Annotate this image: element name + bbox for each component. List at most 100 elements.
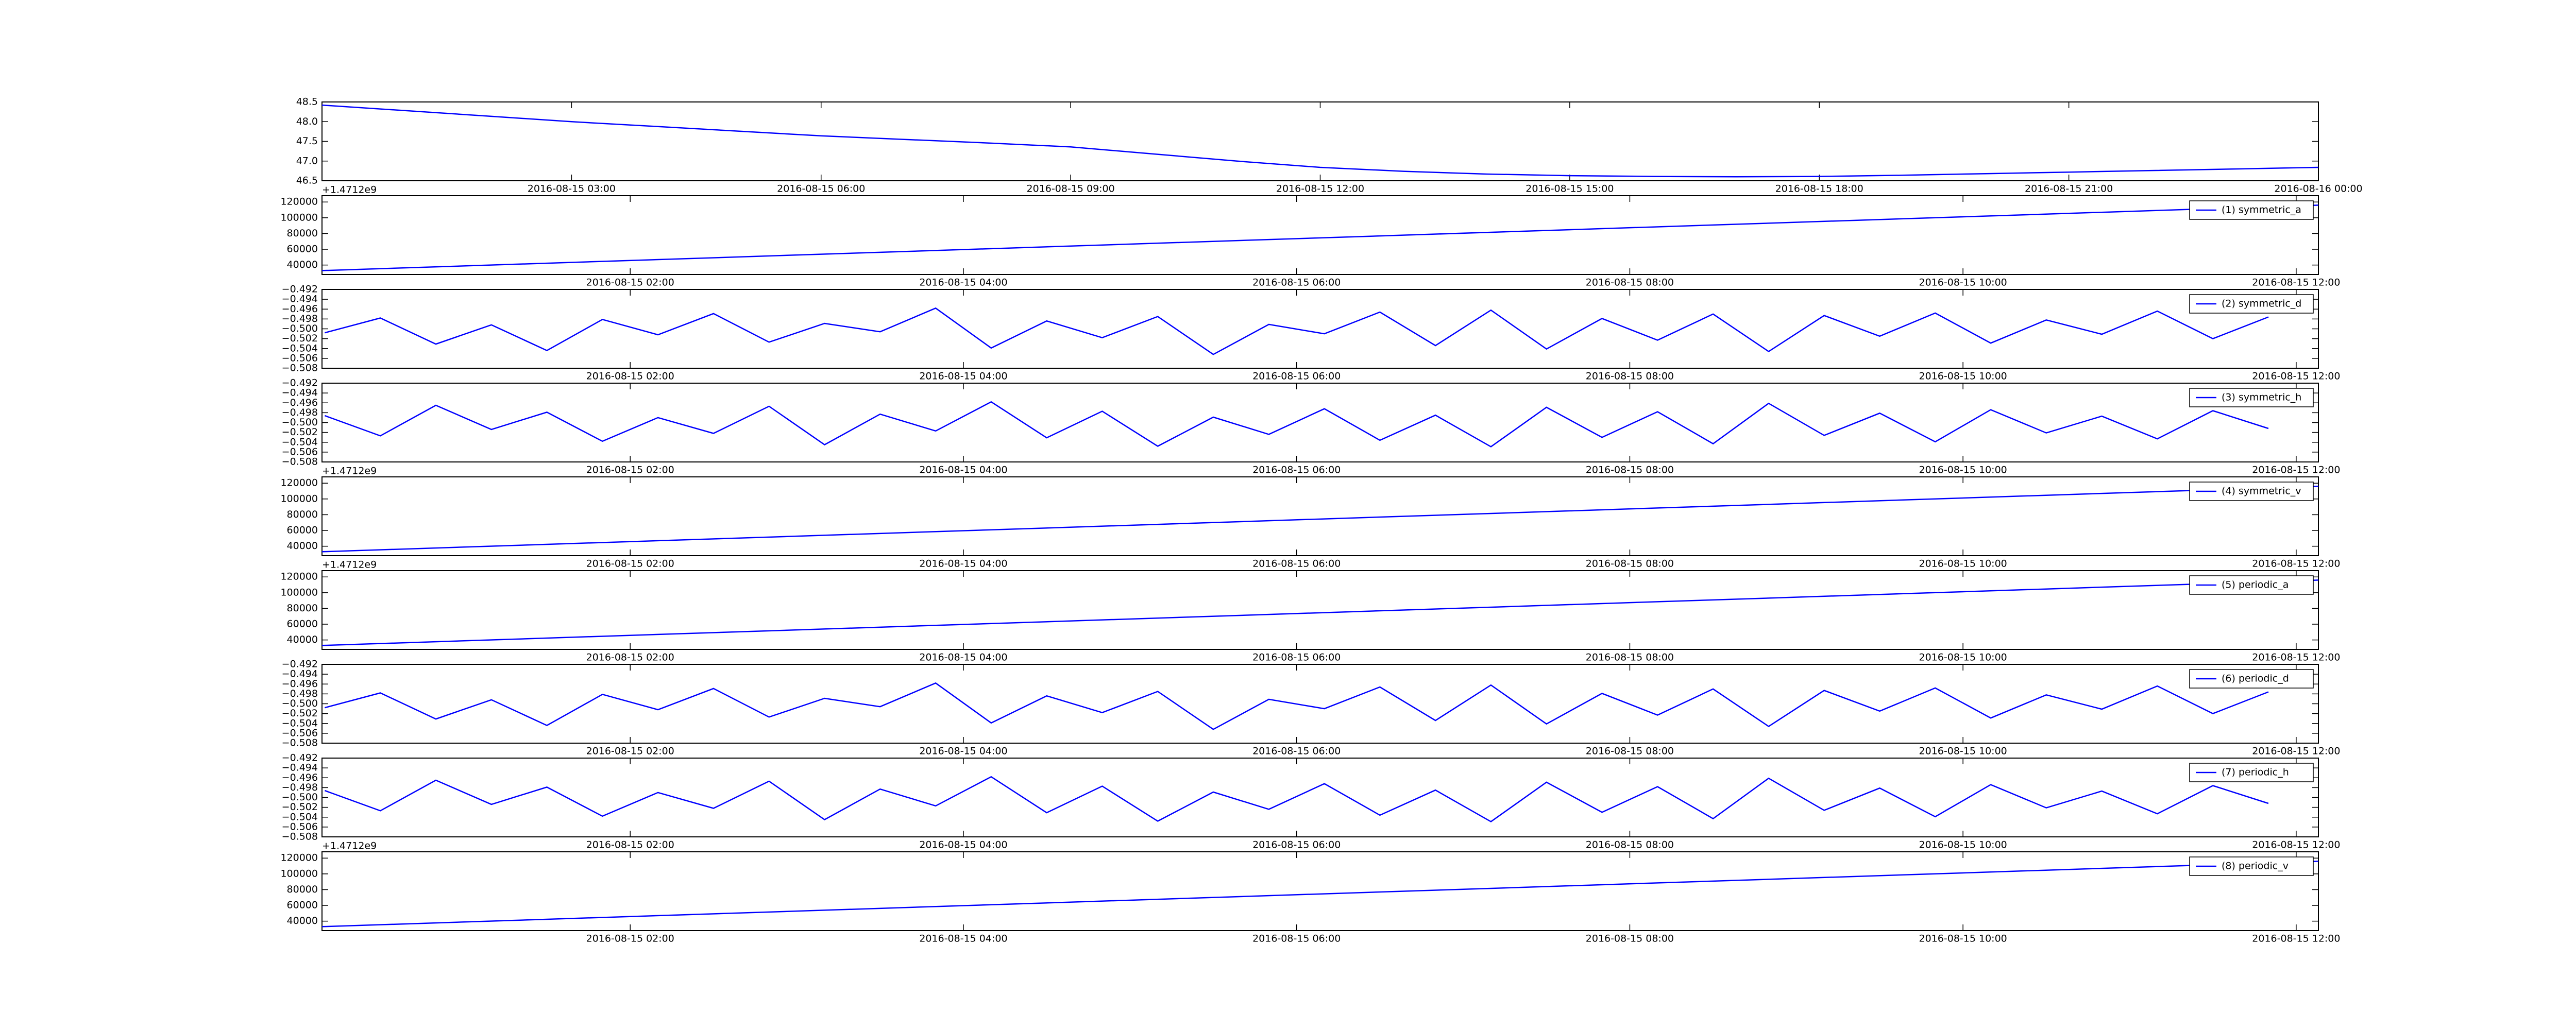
series-line — [321, 861, 2319, 928]
y-tick-label: −0.496 — [282, 678, 318, 690]
y-tick-label: −0.498 — [282, 782, 318, 793]
x-tick-label: 2016-08-15 12:00 — [2252, 465, 2340, 476]
offset-text: +1.4712e9 — [322, 840, 377, 852]
y-tick-label: 100000 — [280, 587, 318, 598]
x-tick-label: 2016-08-15 15:00 — [1526, 183, 1614, 195]
x-tick-label: 2016-08-15 04:00 — [919, 371, 1007, 382]
x-tick-label: 2016-08-15 04:00 — [919, 558, 1007, 570]
x-tick-label: 2016-08-15 08:00 — [1586, 558, 1674, 570]
x-tick-label: 2016-08-15 10:00 — [1919, 277, 2007, 288]
x-tick-label: 2016-08-15 02:00 — [586, 746, 674, 757]
x-tick-label: 2016-08-15 12:00 — [2252, 933, 2340, 945]
x-tick-label: 2016-08-15 08:00 — [1586, 465, 1674, 476]
y-tick-label: 47.0 — [296, 155, 318, 166]
y-tick-label: −0.496 — [282, 772, 318, 783]
legend-label: (1) symmetric_a — [2222, 204, 2301, 216]
legend-label: (8) periodic_v — [2222, 861, 2289, 872]
y-tick-label: 40000 — [287, 915, 318, 926]
legend-label: (4) symmetric_v — [2222, 486, 2301, 497]
series-line — [324, 776, 2269, 822]
x-tick-label: 2016-08-15 03:00 — [528, 183, 616, 195]
y-tick-label: 60000 — [287, 619, 318, 630]
x-tick-label: 2016-08-15 02:00 — [586, 371, 674, 382]
y-tick-label: −0.494 — [282, 294, 318, 305]
y-tick-label: 46.5 — [296, 175, 318, 186]
x-tick-label: 2016-08-15 12:00 — [2252, 839, 2340, 851]
x-tick-label: 2016-08-15 08:00 — [1586, 277, 1674, 288]
y-tick-label: −0.508 — [282, 456, 318, 468]
y-tick-label: 100000 — [280, 212, 318, 223]
axes-frame — [321, 570, 2319, 650]
y-tick-label: −0.502 — [282, 333, 318, 344]
x-tick-label: 2016-08-15 18:00 — [1775, 183, 1863, 195]
y-tick-label: 80000 — [287, 603, 318, 614]
axes-frame — [321, 195, 2319, 275]
y-tick-label: 60000 — [287, 244, 318, 255]
y-tick-label: 80000 — [287, 228, 318, 239]
x-tick-label: 2016-08-15 02:00 — [586, 652, 674, 663]
y-tick-label: −0.504 — [282, 436, 318, 448]
legend-label: (6) periodic_d — [2222, 673, 2289, 684]
x-tick-label: 2016-08-15 02:00 — [586, 839, 674, 851]
x-tick-label: 2016-08-15 04:00 — [919, 839, 1007, 851]
x-tick-label: 2016-08-15 06:00 — [1252, 746, 1341, 757]
y-tick-label: −0.498 — [282, 688, 318, 699]
x-tick-label: 2016-08-15 10:00 — [1919, 652, 2007, 663]
x-tick-label: 2016-08-15 06:00 — [1252, 277, 1341, 288]
x-tick-label: 2016-08-15 02:00 — [586, 558, 674, 570]
offset-text: +1.4712e9 — [322, 559, 377, 571]
legend-box — [2189, 763, 2314, 782]
y-tick-label: −0.494 — [282, 668, 318, 680]
legend-label: (3) symmetric_h — [2222, 392, 2301, 403]
y-tick-label: 80000 — [287, 509, 318, 520]
y-tick-label: −0.492 — [282, 659, 318, 670]
x-tick-label: 2016-08-15 04:00 — [919, 746, 1007, 757]
series-line — [324, 401, 2269, 448]
y-tick-label: −0.492 — [282, 752, 318, 764]
x-tick-label: 2016-08-15 12:00 — [2252, 652, 2340, 663]
y-tick-label: −0.506 — [282, 821, 318, 832]
y-tick-label: −0.508 — [282, 831, 318, 843]
y-tick-label: −0.502 — [282, 708, 318, 719]
y-tick-label: 60000 — [287, 900, 318, 911]
legend-label: (2) symmetric_d — [2222, 298, 2301, 310]
x-tick-label: 2016-08-15 12:00 — [1276, 183, 1364, 195]
axes-frame — [321, 664, 2319, 744]
y-tick-label: −0.504 — [282, 717, 318, 729]
x-tick-label: 2016-08-15 12:00 — [2252, 746, 2340, 757]
y-tick-label: −0.504 — [282, 342, 318, 354]
axes-frame — [321, 101, 2319, 181]
y-tick-label: −0.496 — [282, 397, 318, 408]
series-line — [321, 204, 2319, 271]
y-tick-label: −0.500 — [282, 792, 318, 803]
x-tick-label: 2016-08-15 02:00 — [586, 465, 674, 476]
x-tick-label: 2016-08-15 06:00 — [1252, 371, 1341, 382]
y-tick-label: 60000 — [287, 525, 318, 536]
series-line — [321, 579, 2319, 646]
x-tick-label: 2016-08-15 02:00 — [586, 933, 674, 945]
y-tick-label: 120000 — [280, 852, 318, 864]
x-tick-label: 2016-08-15 12:00 — [2252, 277, 2340, 288]
x-tick-label: 2016-08-15 10:00 — [1919, 558, 2007, 570]
y-tick-label: −0.504 — [282, 811, 318, 822]
y-tick-label: −0.508 — [282, 363, 318, 374]
y-tick-label: −0.506 — [282, 727, 318, 739]
y-tick-label: −0.506 — [282, 352, 318, 364]
x-tick-label: 2016-08-15 08:00 — [1586, 839, 1674, 851]
offset-text: +1.4712e9 — [322, 466, 377, 477]
x-tick-label: 2016-08-15 08:00 — [1586, 746, 1674, 757]
y-tick-label: 40000 — [287, 259, 318, 270]
x-tick-label: 2016-08-15 06:00 — [1252, 839, 1341, 851]
x-tick-label: 2016-08-15 06:00 — [1252, 652, 1341, 663]
offset-text: +1.4712e9 — [322, 184, 377, 196]
x-tick-label: 2016-08-15 08:00 — [1586, 933, 1674, 945]
x-tick-label: 2016-08-15 06:00 — [1252, 933, 1341, 945]
axes-frame — [321, 758, 2319, 837]
x-tick-label: 2016-08-16 00:00 — [2274, 183, 2362, 195]
y-tick-label: 48.0 — [296, 116, 318, 127]
x-tick-label: 2016-08-15 06:00 — [1252, 465, 1341, 476]
x-tick-label: 2016-08-15 10:00 — [1919, 746, 2007, 757]
y-tick-label: −0.492 — [282, 284, 318, 295]
series-line — [321, 104, 2319, 178]
